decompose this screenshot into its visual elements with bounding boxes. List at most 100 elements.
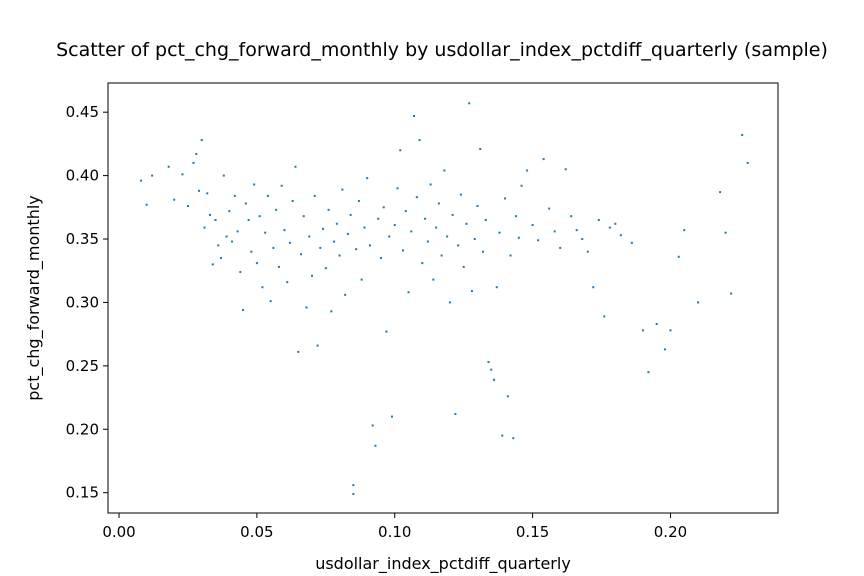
data-point	[300, 253, 302, 256]
plot-area-frame	[107, 82, 779, 514]
data-point	[145, 203, 148, 206]
data-point	[512, 437, 515, 440]
data-point	[346, 232, 349, 235]
data-point	[324, 267, 327, 270]
data-point	[603, 315, 606, 318]
data-point	[352, 492, 355, 495]
data-point	[746, 161, 749, 164]
data-point	[470, 290, 473, 293]
data-point	[614, 222, 617, 225]
data-point	[258, 215, 261, 218]
x-tick-label: 0.10	[378, 523, 411, 541]
data-point	[291, 199, 294, 202]
data-point	[440, 254, 443, 257]
data-point	[277, 265, 280, 268]
data-points	[140, 102, 749, 495]
data-point	[451, 213, 454, 216]
data-point	[197, 189, 200, 192]
data-point	[526, 169, 529, 172]
data-point	[203, 226, 206, 229]
data-point	[730, 292, 733, 295]
data-point	[313, 194, 316, 197]
data-point	[250, 250, 253, 253]
data-point	[575, 229, 578, 232]
data-point	[457, 244, 460, 247]
data-point	[517, 236, 520, 239]
data-point	[335, 222, 338, 225]
x-tick-label: 0.05	[240, 523, 273, 541]
y-tick-label: 0.35	[66, 230, 99, 248]
x-axis: 0.00 0.05 0.10 0.15 0.20	[102, 513, 687, 541]
data-point	[435, 226, 438, 229]
data-point	[140, 179, 143, 182]
data-point	[239, 271, 242, 273]
data-point	[206, 192, 209, 195]
data-point	[167, 165, 170, 168]
data-point	[377, 217, 380, 220]
data-point	[495, 286, 498, 289]
data-point	[382, 206, 385, 209]
data-point	[236, 230, 239, 233]
data-point	[231, 240, 234, 243]
y-tick-label: 0.45	[66, 103, 99, 121]
data-point	[305, 306, 308, 309]
data-point	[741, 134, 744, 137]
data-point	[253, 183, 256, 186]
data-point	[200, 139, 203, 142]
data-point	[487, 361, 490, 364]
data-point	[559, 246, 562, 249]
data-point	[443, 169, 446, 172]
data-point	[393, 224, 396, 227]
data-point	[368, 244, 371, 247]
data-point	[341, 188, 344, 191]
data-point	[509, 254, 512, 257]
data-point	[553, 230, 556, 233]
data-point	[344, 293, 347, 296]
data-point	[211, 263, 214, 266]
data-point	[564, 168, 567, 171]
data-point	[308, 235, 311, 238]
data-point	[418, 139, 421, 142]
data-point	[385, 330, 388, 333]
y-tick-label: 0.20	[66, 420, 99, 438]
data-point	[515, 215, 518, 218]
data-point	[570, 215, 573, 218]
data-point	[288, 241, 291, 244]
data-point	[677, 255, 680, 258]
data-point	[586, 250, 589, 253]
data-point	[402, 249, 405, 252]
data-point	[498, 231, 501, 234]
data-point	[272, 246, 275, 249]
data-point	[501, 434, 504, 437]
data-point	[459, 193, 462, 196]
y-tick-label: 0.25	[66, 357, 99, 375]
data-point	[192, 161, 195, 164]
data-point	[531, 224, 534, 227]
data-point	[217, 244, 220, 247]
x-tick-label: 0.15	[516, 523, 549, 541]
data-point	[465, 222, 468, 225]
data-point	[379, 257, 382, 260]
data-point	[233, 194, 236, 197]
data-point	[269, 300, 272, 303]
y-axis-label: pct_chg_forward_monthly	[24, 195, 44, 401]
data-point	[302, 215, 305, 218]
y-tick-label: 0.40	[66, 167, 99, 185]
data-point	[286, 281, 289, 284]
data-point	[255, 262, 258, 265]
chart-title: Scatter of pct_chg_forward_monthly by us…	[56, 39, 828, 61]
data-point	[327, 208, 330, 211]
data-point	[413, 114, 416, 117]
data-point	[275, 208, 278, 211]
data-point	[360, 278, 363, 281]
data-point	[410, 230, 413, 233]
data-point	[195, 153, 198, 156]
data-point	[537, 239, 540, 242]
data-point	[608, 226, 611, 229]
data-point	[349, 213, 352, 216]
data-point	[476, 205, 479, 208]
data-point	[242, 309, 245, 312]
y-axis: 0.15 0.20 0.25 0.30 0.35 0.40 0.45	[66, 103, 108, 502]
data-point	[446, 235, 449, 238]
data-point	[244, 202, 247, 205]
